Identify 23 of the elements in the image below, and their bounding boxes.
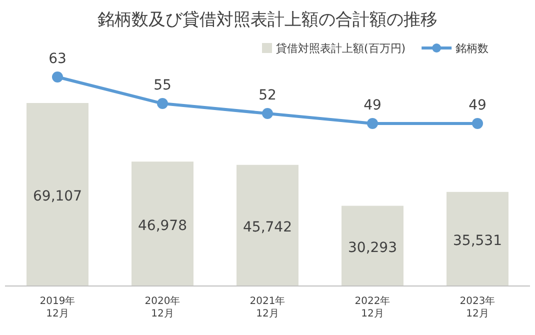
x-tick-label: 2021年 12月 xyxy=(250,295,286,320)
data-label: 55 xyxy=(154,78,172,94)
x-tick-label: 2023年 12月 xyxy=(460,295,496,320)
x-tick-label: 2022年 12月 xyxy=(354,295,390,320)
bar xyxy=(342,206,404,286)
data-label: 49 xyxy=(364,97,382,114)
legend-label: 銘柄数 xyxy=(456,42,489,55)
data-label: 30,293 xyxy=(348,240,397,256)
bar xyxy=(446,192,508,286)
x-tick-label: 2019年 12月 xyxy=(40,295,76,320)
data-label: 69,107 xyxy=(33,188,82,204)
data-label: 35,531 xyxy=(453,232,502,249)
data-label: 46,978 xyxy=(138,218,187,234)
bar xyxy=(236,164,298,286)
bar xyxy=(132,162,194,286)
data-label: 52 xyxy=(258,87,276,104)
data-label: 49 xyxy=(468,97,486,114)
legend-label: 貸借対照表計上額(百万円) xyxy=(276,42,406,55)
bar xyxy=(26,103,88,286)
x-tick-label: 2020年 12月 xyxy=(144,295,180,320)
data-label: 45,742 xyxy=(243,219,292,236)
chart-title: 銘柄数及び貸借対照表計上額の合計額の推移 xyxy=(98,10,438,30)
data-label: 63 xyxy=(48,51,66,67)
